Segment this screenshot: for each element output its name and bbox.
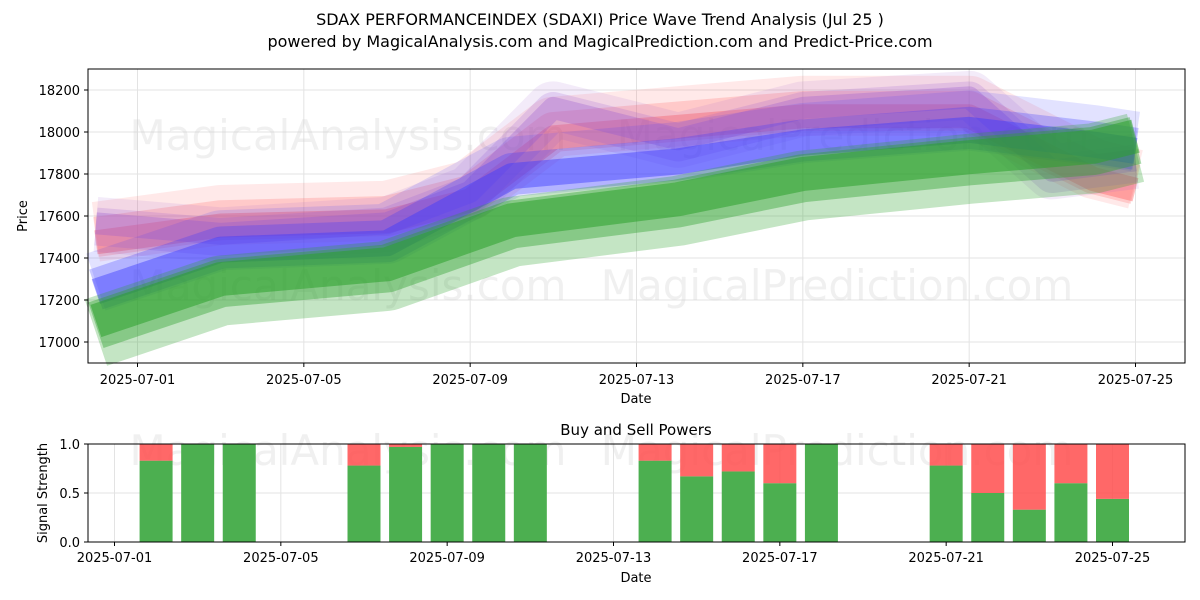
sell-power-bar: [638, 444, 672, 461]
top-blue-wave-band: [86, 90, 1140, 311]
top-y-tick-label: 18200: [39, 84, 80, 99]
bottom-x-tick-label: 2025-07-13: [576, 551, 652, 566]
sell-power-bar: [680, 444, 714, 477]
top-y-tick-label: 17400: [39, 252, 80, 267]
sell-power-bar: [347, 444, 381, 466]
bottom-x-tick-label: 2025-07-21: [908, 551, 984, 566]
bottom-x-tick-label: 2025-07-05: [243, 551, 319, 566]
buy-power-bar: [1054, 483, 1088, 542]
top-x-axis-label: Date: [620, 392, 651, 407]
top-x-tick-label: 2025-07-25: [1098, 373, 1174, 388]
buy-power-bar: [513, 444, 547, 542]
buy-power-bar: [763, 483, 797, 542]
top-x-tick-label: 2025-07-01: [100, 373, 176, 388]
bottom-y-axis-label: Signal Strength: [36, 443, 51, 543]
top-purple-wave-band: [94, 86, 1137, 245]
buy-power-bar: [347, 465, 381, 542]
top-y-tick-label: 17200: [39, 294, 80, 309]
bottom-x-tick-label: 2025-07-25: [1075, 551, 1151, 566]
sell-power-bar: [721, 444, 755, 472]
bottom-x-tick-label: 2025-07-09: [409, 551, 485, 566]
watermark-text: MagicalPrediction.com: [601, 261, 1074, 310]
top-x-tick-label: 2025-07-05: [266, 373, 342, 388]
top-x-tick-label: 2025-07-09: [432, 373, 508, 388]
watermark-text: MagicalAnalysis.com: [130, 111, 567, 160]
buy-power-bar: [222, 444, 256, 542]
buy-power-bar: [389, 446, 423, 542]
bottom-x-tick-label: 2025-07-17: [742, 551, 818, 566]
sell-power-bar: [1012, 444, 1046, 510]
buy-power-bar: [721, 471, 755, 542]
top-green-wave-band: [90, 119, 1140, 338]
chart-title: SDAX PERFORMANCEINDEX (SDAXI) Price Wave…: [316, 10, 884, 29]
sell-power-bar: [971, 444, 1005, 493]
sell-power-bar: [1054, 444, 1088, 484]
bottom-y-tick-label: 1.0: [59, 438, 80, 453]
top-purple-wave-band: [93, 70, 1139, 263]
bottom-x-axis-label: Date: [620, 571, 651, 586]
bottom-y-tick-label: 0.0: [59, 536, 80, 551]
buy-power-bar: [139, 460, 173, 542]
top-y-tick-label: 17800: [39, 168, 80, 183]
buy-power-bar: [929, 465, 963, 542]
top-x-tick-label: 2025-07-17: [765, 373, 841, 388]
top-y-tick-label: 17000: [39, 336, 80, 351]
sell-power-bar: [1096, 444, 1129, 499]
top-x-tick-label: 2025-07-21: [931, 373, 1007, 388]
sell-power-bar: [763, 444, 797, 484]
top-y-tick-label: 17600: [39, 210, 80, 225]
buy-power-bar: [181, 444, 215, 542]
buy-power-bar: [804, 444, 838, 542]
buy-power-bar: [638, 460, 672, 542]
chart-subtitle: powered by MagicalAnalysis.com and Magic…: [267, 32, 933, 51]
sell-power-bar: [929, 444, 963, 466]
bottom-chart-title: Buy and Sell Powers: [560, 421, 712, 439]
buy-power-bar: [971, 493, 1005, 542]
top-x-tick-label: 2025-07-13: [599, 373, 675, 388]
sell-power-bar: [139, 444, 173, 461]
buy-power-bar: [472, 444, 506, 542]
buy-power-bar: [1012, 509, 1046, 542]
sell-power-bar: [389, 444, 423, 447]
bottom-y-tick-label: 0.5: [59, 487, 80, 502]
top-y-axis-label: Price: [16, 200, 31, 232]
buy-power-bar: [430, 444, 464, 542]
buy-power-bar: [680, 476, 714, 542]
buy-power-bar: [1096, 498, 1129, 542]
top-y-tick-label: 18000: [39, 126, 80, 141]
bottom-x-tick-label: 2025-07-01: [77, 551, 153, 566]
